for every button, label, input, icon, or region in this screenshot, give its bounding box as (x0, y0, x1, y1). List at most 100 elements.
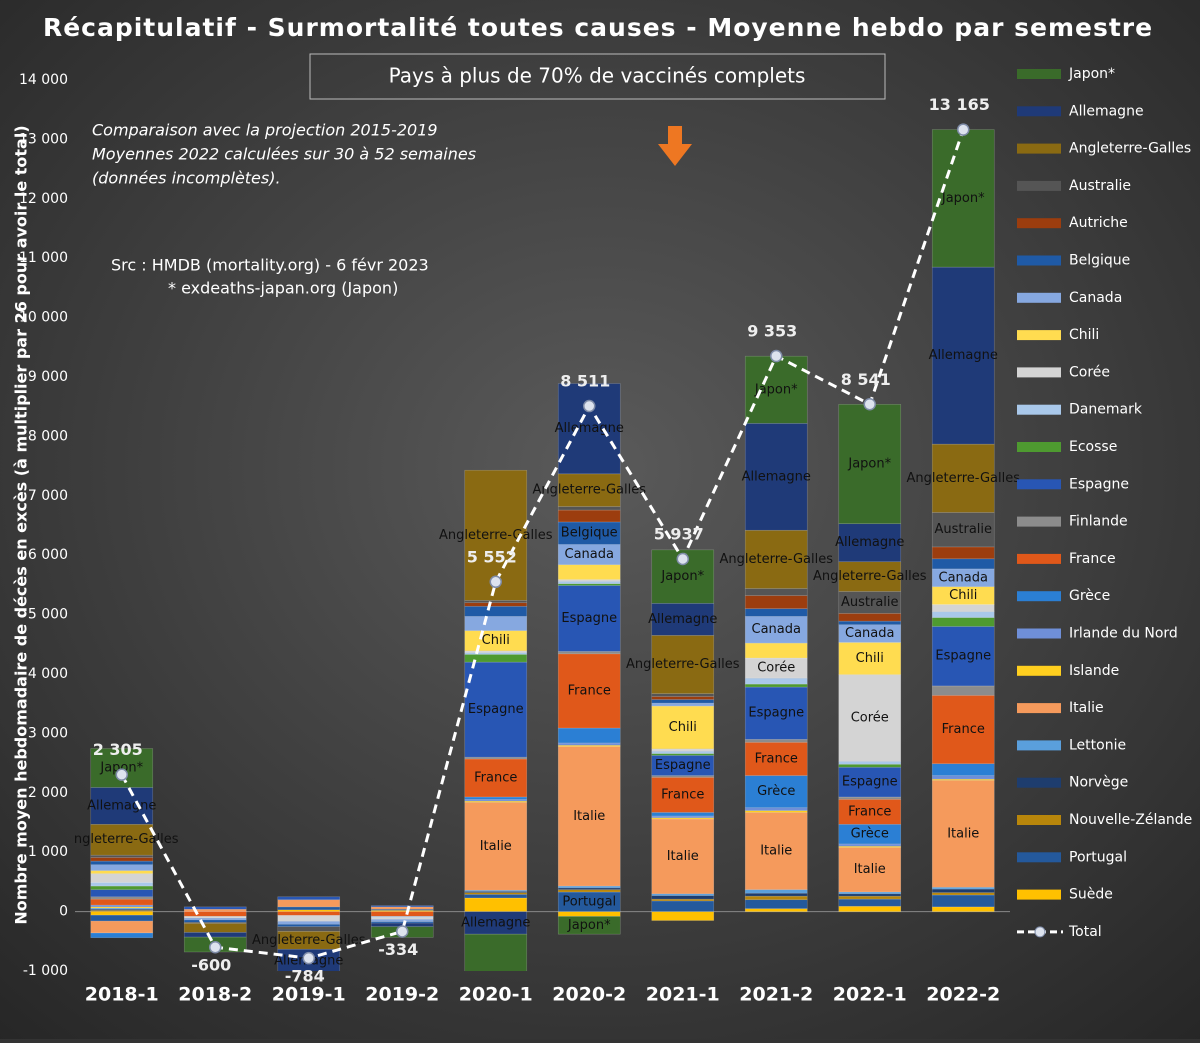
legend-swatch (1017, 665, 1061, 676)
legend-swatch (1017, 703, 1061, 714)
y-tick-label: 0 (59, 904, 68, 920)
bar-segment (931, 906, 995, 912)
legend-label: France (1069, 551, 1116, 567)
segment-label: Allemagne (555, 421, 624, 436)
x-tick-label: 2021-1 (646, 984, 720, 1006)
bar-segment (464, 605, 528, 617)
bar-segment (277, 921, 341, 925)
bar-segment (744, 642, 808, 659)
bar-segment (464, 802, 528, 891)
legend-label: Suède (1069, 887, 1113, 903)
bar-segment (277, 896, 341, 901)
bar-segment (744, 529, 808, 589)
legend-label: Norvège (1069, 775, 1128, 791)
bar-segment (838, 847, 902, 893)
segment-label: Canada (752, 622, 801, 637)
segment-label: Japon* (754, 382, 798, 397)
legend-label: Danemark (1069, 402, 1143, 418)
bar-segment (651, 748, 715, 752)
bar-segment (277, 924, 341, 927)
bar-segment (931, 685, 995, 696)
bar-segment (838, 523, 902, 563)
legend-label: Canada (1069, 290, 1122, 306)
bar-segment (931, 888, 995, 893)
x-tick-label: 2022-1 (833, 984, 907, 1006)
segment-label: Italie (760, 844, 792, 859)
legend-label: Total (1068, 924, 1102, 940)
x-tick-label: 2019-1 (272, 984, 346, 1006)
segment-label: Grèce (757, 784, 795, 799)
subtitle-box (309, 53, 886, 100)
bar-segment (744, 355, 808, 424)
legend-label: Chili (1069, 327, 1099, 343)
bar-segment (744, 908, 808, 912)
segment-label: France (755, 751, 798, 766)
bar-segment (931, 892, 995, 896)
bar-segment (370, 906, 434, 910)
bar-segment (370, 919, 434, 922)
bar-segment (651, 753, 715, 756)
bar-segment (931, 894, 995, 908)
bar-segment (183, 917, 247, 921)
bar-segment (370, 911, 434, 917)
bar-segment (838, 905, 902, 912)
legend-swatch (1017, 69, 1061, 79)
segment-label: Allemagne (461, 915, 530, 930)
y-tick-label: 5 000 (28, 607, 68, 623)
legend-label: Irlande du Nord (1069, 626, 1178, 642)
segment-label: Canada (845, 626, 894, 641)
segment-label: Allemagne (87, 798, 156, 813)
bar-segment (931, 611, 995, 618)
bar-segment (277, 911, 341, 916)
chart-title: Récapitulatif - Surmortalité toutes caus… (43, 13, 1153, 42)
bar-segment (838, 799, 902, 825)
total-label: -334 (378, 940, 418, 959)
note: Moyennes 2022 calculées sur 30 à 52 sema… (92, 145, 476, 164)
bar-segment (90, 914, 154, 922)
total-label: 2 305 (93, 740, 143, 759)
bar-segment (90, 898, 154, 906)
legend-swatch (1017, 180, 1061, 191)
bar-segment (651, 699, 715, 704)
bar-segment (838, 561, 902, 592)
legend-swatch (1017, 889, 1061, 900)
bar-segment (464, 894, 528, 899)
y-tick-label: 7 000 (28, 488, 68, 504)
bar-segment (838, 674, 902, 762)
bar-segment (464, 758, 528, 798)
segment-label: France (661, 787, 704, 802)
bar-segment (744, 595, 808, 609)
segment-label: Japon* (99, 761, 143, 776)
total-label: 13 165 (929, 95, 990, 114)
x-tick-label: 2018-1 (85, 984, 159, 1006)
y-tick-label: 6 000 (28, 547, 68, 563)
bar-segment (744, 899, 808, 909)
bar-segment (931, 546, 995, 560)
bar-segment (277, 915, 341, 922)
bar-segment (183, 932, 247, 938)
bar-segment (651, 696, 715, 700)
segment-label: Allemagne (929, 348, 998, 363)
bar-segment (651, 702, 715, 707)
segment-label: Angleterre-Galles (907, 471, 1021, 486)
legend-label: Espagne (1069, 476, 1129, 492)
legend-marker (1034, 926, 1046, 938)
legend-swatch (1017, 479, 1061, 490)
bar-segment (931, 443, 995, 513)
bar-segment (557, 889, 621, 893)
segment-label: Portugal (562, 894, 616, 909)
bar-segment (464, 897, 528, 912)
bar-segment (651, 893, 715, 896)
bar-segment (90, 854, 154, 858)
total-marker (115, 768, 128, 781)
bar-segment (90, 823, 154, 856)
legend-swatch (1017, 367, 1061, 378)
segment-label: Japon* (847, 457, 891, 472)
segment-label: Belgique (561, 526, 618, 541)
segment-label: Japon* (567, 918, 611, 933)
bar-segment (90, 906, 154, 909)
bar-segment (744, 423, 808, 531)
y-tick-label: 10 000 (19, 310, 68, 326)
bar-segment (557, 916, 621, 935)
